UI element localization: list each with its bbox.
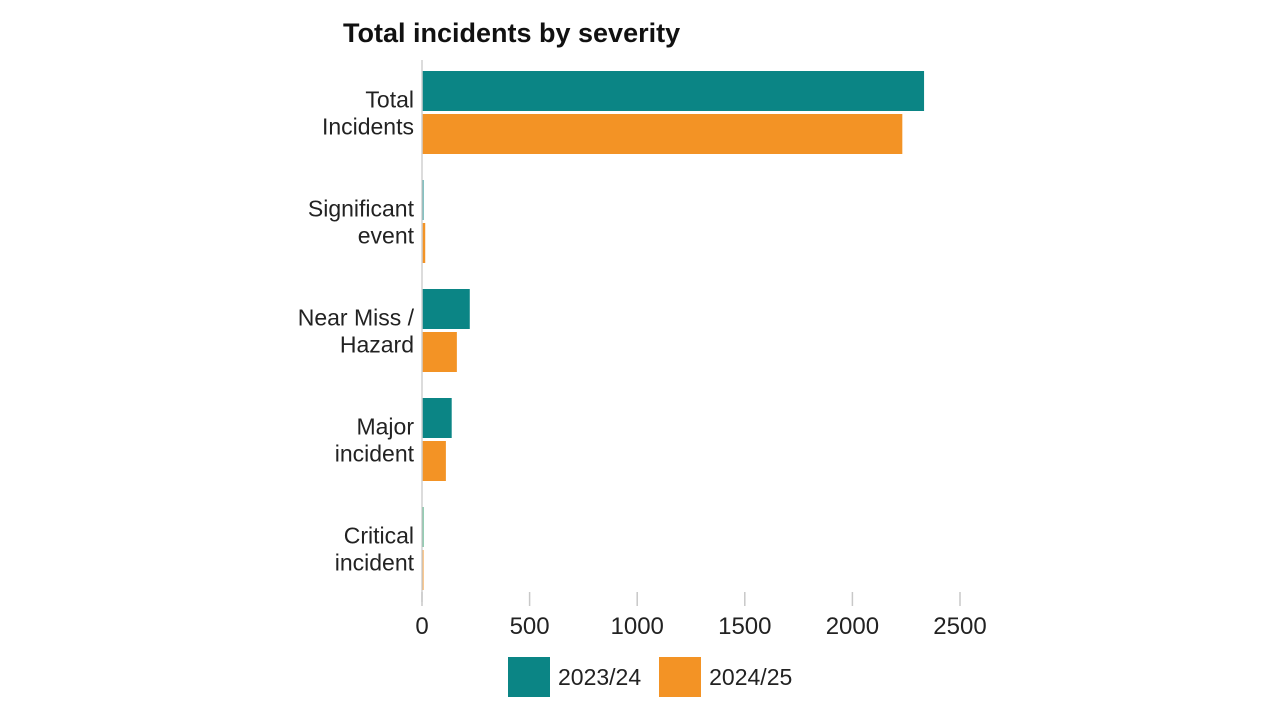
category-label-0: Total Incidents <box>322 87 414 140</box>
x-tick-label-3: 1500 <box>718 613 771 640</box>
x-tick-label-2: 1000 <box>611 613 664 640</box>
legend-item-2024: 2024/25 <box>659 657 810 697</box>
category-label-1: Significant event <box>308 196 415 249</box>
legend: 2023/24 2024/25 <box>508 657 810 697</box>
legend-swatch-2023 <box>508 657 550 697</box>
bar-2024-2 <box>422 332 457 372</box>
x-tick-label-5: 2500 <box>933 613 986 640</box>
x-tick-label-4: 2000 <box>826 613 879 640</box>
legend-label-2024: 2024/25 <box>709 663 793 690</box>
x-tick-label-0: 0 <box>415 613 428 640</box>
bar-2024-3 <box>422 441 446 481</box>
legend-swatch-2024 <box>659 657 702 697</box>
bar-2024-0 <box>422 114 903 154</box>
category-label-3: Major incident <box>335 414 415 467</box>
category-label-2: Near Miss / Hazard <box>298 305 415 358</box>
bar-2023-0 <box>422 71 925 111</box>
legend-label-2023: 2023/24 <box>558 663 642 690</box>
x-tick-label-1: 500 <box>510 613 550 640</box>
bar-2024-1 <box>422 223 426 263</box>
bar-2023-2 <box>422 289 470 329</box>
category-label-4: Critical incident <box>335 523 415 576</box>
bar-2023-3 <box>422 398 452 438</box>
bar-2023-4 <box>422 507 424 547</box>
chart-title: Total incidents by severity <box>343 18 681 48</box>
legend-item-2023: 2023/24 <box>508 657 659 697</box>
